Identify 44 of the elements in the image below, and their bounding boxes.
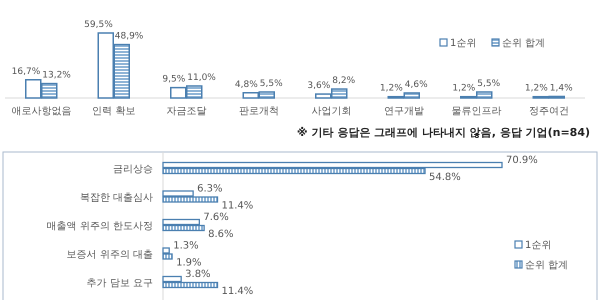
x-tick-label: 정주여건 — [528, 106, 569, 117]
data-label: 59,5% — [84, 20, 114, 30]
data-label: 11.4% — [222, 200, 254, 212]
y-tick-label: 복잡한 대출심사 — [80, 192, 153, 204]
data-label: 1.3% — [173, 240, 199, 252]
data-label: 1.9% — [176, 258, 202, 268]
x-tick-label: 물류인프라 — [451, 106, 502, 117]
legend-label: 순위 합계 — [502, 38, 546, 49]
data-label: 4,6% — [404, 80, 428, 90]
data-label: 70.9% — [506, 155, 538, 166]
y-tick-label: 매출액 위주의 한도사정 — [46, 221, 153, 232]
legend-label: 1순위 — [450, 38, 476, 49]
data-label: 54.8% — [429, 172, 461, 183]
data-label: 1,4% — [550, 83, 574, 94]
data-label: 9,5% — [162, 74, 186, 85]
y-tick-label: 보증서 위주의 대출 — [66, 250, 153, 260]
x-tick-label: 인력 확보 — [92, 106, 136, 117]
x-tick-label: 애로사항없음 — [11, 106, 72, 117]
data-label: 16,7% — [12, 66, 41, 77]
y-tick-label: 금리상승 — [113, 164, 153, 175]
data-label: 11.4% — [222, 286, 254, 297]
data-label: 5,5% — [477, 78, 501, 89]
data-label: 6.3% — [197, 184, 223, 194]
y-tick-label: 추가 담보 요구 — [86, 278, 153, 289]
legend-label: 1순위 — [525, 240, 552, 251]
data-label: 8.6% — [208, 229, 234, 240]
data-label: 11,0% — [187, 72, 216, 83]
data-label: 3.8% — [185, 269, 211, 280]
text: ※ 기타 응답은 그래프에 나타내지 않음, 응답 기업(n=84) — [296, 126, 590, 139]
data-label: 13,2% — [42, 70, 72, 81]
x-tick-label: 연구개발 — [384, 106, 424, 117]
data-label: 7.6% — [203, 212, 229, 223]
data-label: 1,2% — [452, 84, 476, 94]
data-label: 3,6% — [307, 81, 331, 92]
data-label: 1,2% — [380, 84, 404, 94]
data-label: 48,9% — [114, 32, 144, 42]
x-tick-label: 사업기회 — [311, 106, 352, 117]
data-label: 1,2% — [524, 84, 548, 94]
x-tick-label: 자금조달 — [166, 106, 206, 117]
data-label: 4,8% — [234, 80, 258, 90]
data-label: 5,5% — [260, 78, 284, 89]
legend-label: 순위 합계 — [525, 260, 568, 271]
data-label: 8,2% — [332, 76, 356, 86]
x-tick-label: 판로개척 — [238, 106, 279, 117]
